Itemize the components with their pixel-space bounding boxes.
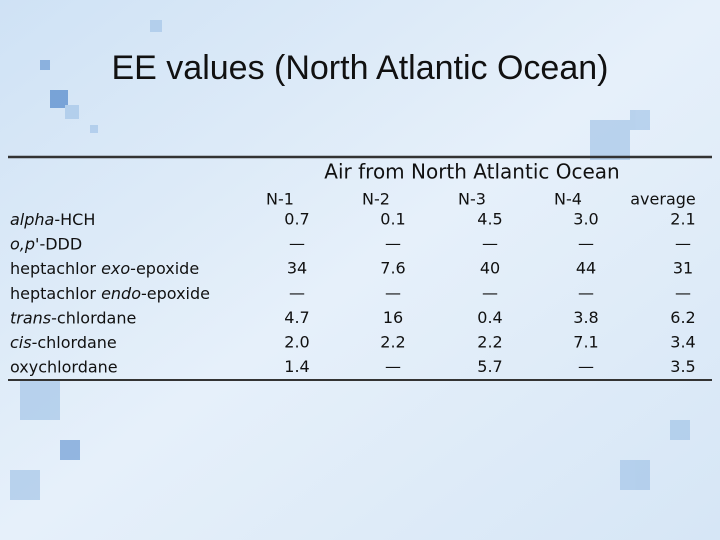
table-cell: 6.2 <box>670 308 695 327</box>
table-cell: — <box>675 234 691 253</box>
row-label: cis-chlordane <box>10 333 117 352</box>
table-cell: 5.7 <box>477 357 502 376</box>
label-part: trans <box>10 308 51 327</box>
row-label: o,p'-DDD <box>10 234 82 253</box>
table-cell: 3.8 <box>573 308 598 327</box>
table-cell: 2.2 <box>477 333 502 352</box>
table-cell: 44 <box>576 259 596 278</box>
table-cell: — <box>578 234 594 253</box>
label-part: endo <box>101 283 141 302</box>
column-header: N-1 <box>266 190 294 209</box>
table-cell: 2.2 <box>380 333 405 352</box>
label-part: cis <box>10 333 32 352</box>
table-cell: 3.0 <box>573 210 598 229</box>
label-part: -chlordane <box>51 308 136 327</box>
column-header: N-3 <box>458 190 486 209</box>
label-part: heptachlor <box>10 283 101 302</box>
table-cell: 2.1 <box>670 210 695 229</box>
table-cell: 7.1 <box>573 333 598 352</box>
column-header: N-4 <box>554 190 582 209</box>
table-cell: 16 <box>383 308 403 327</box>
table-cell: 4.5 <box>477 210 502 229</box>
column-header: N-2 <box>362 190 390 209</box>
table-cell: 3.4 <box>670 333 695 352</box>
label-part: exo <box>101 259 130 278</box>
slide-title: EE values (North Atlantic Ocean) <box>111 49 608 87</box>
label-part: o,p' <box>10 234 39 253</box>
table-cell: — <box>289 283 305 302</box>
label-part: -chlordane <box>32 333 117 352</box>
label-part: -epoxide <box>141 283 210 302</box>
row-label: oxychlordane <box>10 357 118 376</box>
table-cell: 31 <box>673 259 693 278</box>
table-cell: 2.0 <box>284 333 309 352</box>
table-cell: — <box>482 234 498 253</box>
table-cell: — <box>675 283 691 302</box>
group-header: Air from North Atlantic Ocean <box>324 160 619 184</box>
table-cell: 34 <box>287 259 307 278</box>
label-part: -DDD <box>39 234 82 253</box>
table-cell: — <box>385 283 401 302</box>
row-label: heptachlor endo-epoxide <box>10 283 210 302</box>
table-cell: — <box>385 357 401 376</box>
table-cell: — <box>482 283 498 302</box>
table-cell: 0.4 <box>477 308 502 327</box>
column-header: average <box>630 190 696 209</box>
table-cell: — <box>578 283 594 302</box>
table-cell: — <box>578 357 594 376</box>
row-label: trans-chlordane <box>10 308 136 327</box>
label-part: -HCH <box>54 210 95 229</box>
table-cell: — <box>385 234 401 253</box>
table-cell: 3.5 <box>670 357 695 376</box>
label-part: oxychlordane <box>10 357 118 376</box>
table-cell: — <box>289 234 305 253</box>
table-cell: 0.1 <box>380 210 405 229</box>
table: N-1 N-2 N-3 N-4 average alpha-HCH 0.7 0.1 4.5 3.0… <box>10 190 696 377</box>
decoration <box>10 20 690 500</box>
row-label: alpha-HCH <box>10 210 95 229</box>
table-cell: 7.6 <box>380 259 405 278</box>
label-part: -epoxide <box>130 259 199 278</box>
table-cell: 0.7 <box>284 210 309 229</box>
table-cell: 1.4 <box>284 357 309 376</box>
label-part: alpha <box>10 210 54 229</box>
table-cell: 4.7 <box>284 308 309 327</box>
table-cell: 40 <box>480 259 500 278</box>
label-part: heptachlor <box>10 259 101 278</box>
row-label: heptachlor exo-epoxide <box>10 259 199 278</box>
